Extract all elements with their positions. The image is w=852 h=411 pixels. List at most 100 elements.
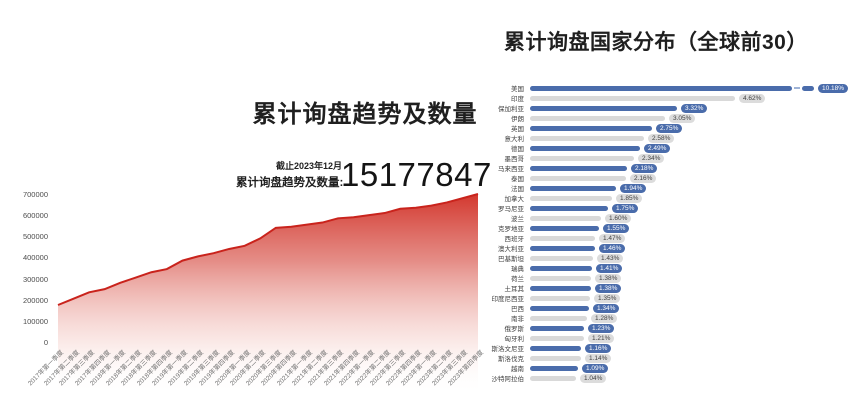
bar-track: 1.09% xyxy=(530,363,609,373)
country-bar xyxy=(530,335,584,341)
country-label: 马来西亚 xyxy=(498,166,524,173)
country-bar xyxy=(530,225,599,231)
y-tick-label: 400000 xyxy=(22,253,48,263)
country-bar xyxy=(530,115,665,121)
country-bar xyxy=(530,265,592,271)
country-label: 荷兰 xyxy=(511,276,524,283)
bar-track: 1.46% xyxy=(530,243,626,253)
bar-row: 澳大利亚 1.46% xyxy=(468,243,852,253)
country-bar xyxy=(530,295,590,301)
country-label: 瑞典 xyxy=(511,266,524,273)
country-label: 俄罗斯 xyxy=(504,326,525,333)
bar-row: 俄罗斯 1.23% xyxy=(468,323,852,333)
country-chart-title: 累计询盘国家分布（全球前30） xyxy=(504,31,808,54)
bar-row: 伊朗 3.05% xyxy=(468,113,852,123)
country-bar xyxy=(530,145,640,151)
y-tick-label: 300000 xyxy=(22,274,48,284)
trend-chart-title: 累计询盘趋势及数量 xyxy=(252,101,478,128)
value-badge: 1.43% xyxy=(597,253,624,263)
country-bar xyxy=(530,235,595,241)
country-label: 巴西 xyxy=(511,306,524,313)
country-label: 德国 xyxy=(511,146,524,153)
bar-track: 1.21% xyxy=(530,333,615,343)
country-bar xyxy=(530,315,587,321)
country-bar xyxy=(530,155,634,161)
bar-track: 1.14% xyxy=(530,353,612,363)
bar-track: 3.05% xyxy=(530,113,696,123)
value-badge: 1.38% xyxy=(595,283,622,293)
country-bar xyxy=(530,125,652,131)
bar-row: 泰国 2.16% xyxy=(468,173,852,183)
bar-row: 西班牙 1.47% xyxy=(468,233,852,243)
bar-row: 保加利亚 3.32% xyxy=(468,103,852,113)
bar-track: 4.62% xyxy=(530,93,766,103)
value-badge: 1.85% xyxy=(616,193,643,203)
country-label: 越南 xyxy=(511,366,524,373)
country-bar xyxy=(530,175,626,181)
value-badge: 1.38% xyxy=(595,273,622,283)
country-label: 美国 xyxy=(511,86,524,93)
value-badge: 2.49% xyxy=(644,143,671,153)
country-label: 保加利亚 xyxy=(498,106,524,113)
bar-row: 德国 2.49% xyxy=(468,143,852,153)
country-label: 克罗地亚 xyxy=(498,226,524,233)
value-badge: 2.58% xyxy=(648,133,675,143)
bar-track: 1.85% xyxy=(530,193,643,203)
bar-track: 1.16% xyxy=(530,343,612,353)
bar-row: 美国 10.18% xyxy=(468,83,852,93)
bar-row: 沙特阿拉伯 1.04% xyxy=(468,373,852,383)
bar-row: 马来西亚 2.18% xyxy=(468,163,852,173)
bar-track: 2.18% xyxy=(530,163,658,173)
country-label: 澳大利亚 xyxy=(498,246,524,253)
value-badge: 2.18% xyxy=(631,163,658,173)
value-badge: 1.35% xyxy=(594,293,621,303)
country-label: 罗马尼亚 xyxy=(498,206,524,213)
y-tick-label: 700000 xyxy=(22,190,48,199)
value-badge: 3.05% xyxy=(669,113,696,123)
value-badge: 3.32% xyxy=(681,103,708,113)
bar-track: 1.41% xyxy=(530,263,623,273)
bar-track: 1.28% xyxy=(530,313,618,323)
bar-row: 法国 1.94% xyxy=(468,183,852,193)
value-badge: 1.41% xyxy=(596,263,623,273)
value-badge: 1.23% xyxy=(588,323,615,333)
bar-row: 瑞典 1.41% xyxy=(468,263,852,273)
country-bar xyxy=(530,195,612,201)
bar-track: 1.04% xyxy=(530,373,607,383)
country-bar xyxy=(530,275,591,281)
country-bar-chart: 美国 10.18% 印度 4.62% 保加利亚 3.32% 伊朗 3.05% 英国 2.75% 意大… xyxy=(468,83,852,387)
country-label: 沙特阿拉伯 xyxy=(491,376,525,383)
bar-track: 1.38% xyxy=(530,283,622,293)
bar-track: 1.60% xyxy=(530,213,632,223)
country-bar xyxy=(530,245,595,251)
bar-track: 2.16% xyxy=(530,173,657,183)
y-tick-label: 0 xyxy=(43,338,48,347)
country-label: 土耳其 xyxy=(504,286,525,293)
country-label: 意大利 xyxy=(504,136,525,143)
value-badge: 1.47% xyxy=(599,233,626,243)
bar-row: 斯洛伐克 1.14% xyxy=(468,353,852,363)
area-fill xyxy=(58,194,478,395)
bar-track: 3.32% xyxy=(530,103,708,113)
bar-row: 巴基斯坦 1.43% xyxy=(468,253,852,263)
country-label: 法国 xyxy=(511,186,524,193)
bar-track: 2.34% xyxy=(530,153,665,163)
bar-row: 加拿大 1.85% xyxy=(468,193,852,203)
country-bar xyxy=(530,355,581,361)
country-bar xyxy=(530,255,593,261)
value-badge: 4.62% xyxy=(739,93,766,103)
country-bar xyxy=(530,105,677,111)
y-tick-label: 200000 xyxy=(22,295,48,305)
bar-track: 2.49% xyxy=(530,143,671,153)
bar-row: 斯洛文尼亚 1.16% xyxy=(468,343,852,353)
bar-track: 1.38% xyxy=(530,273,622,283)
bar-track: 1.35% xyxy=(530,293,621,303)
country-bar xyxy=(530,305,589,311)
y-tick-label: 600000 xyxy=(22,211,48,221)
country-bar xyxy=(530,375,576,381)
value-badge: 1.14% xyxy=(585,353,612,363)
bar-track: 1.94% xyxy=(530,183,647,193)
bar-row: 罗马尼亚 1.75% xyxy=(468,203,852,213)
country-bar xyxy=(530,325,584,331)
